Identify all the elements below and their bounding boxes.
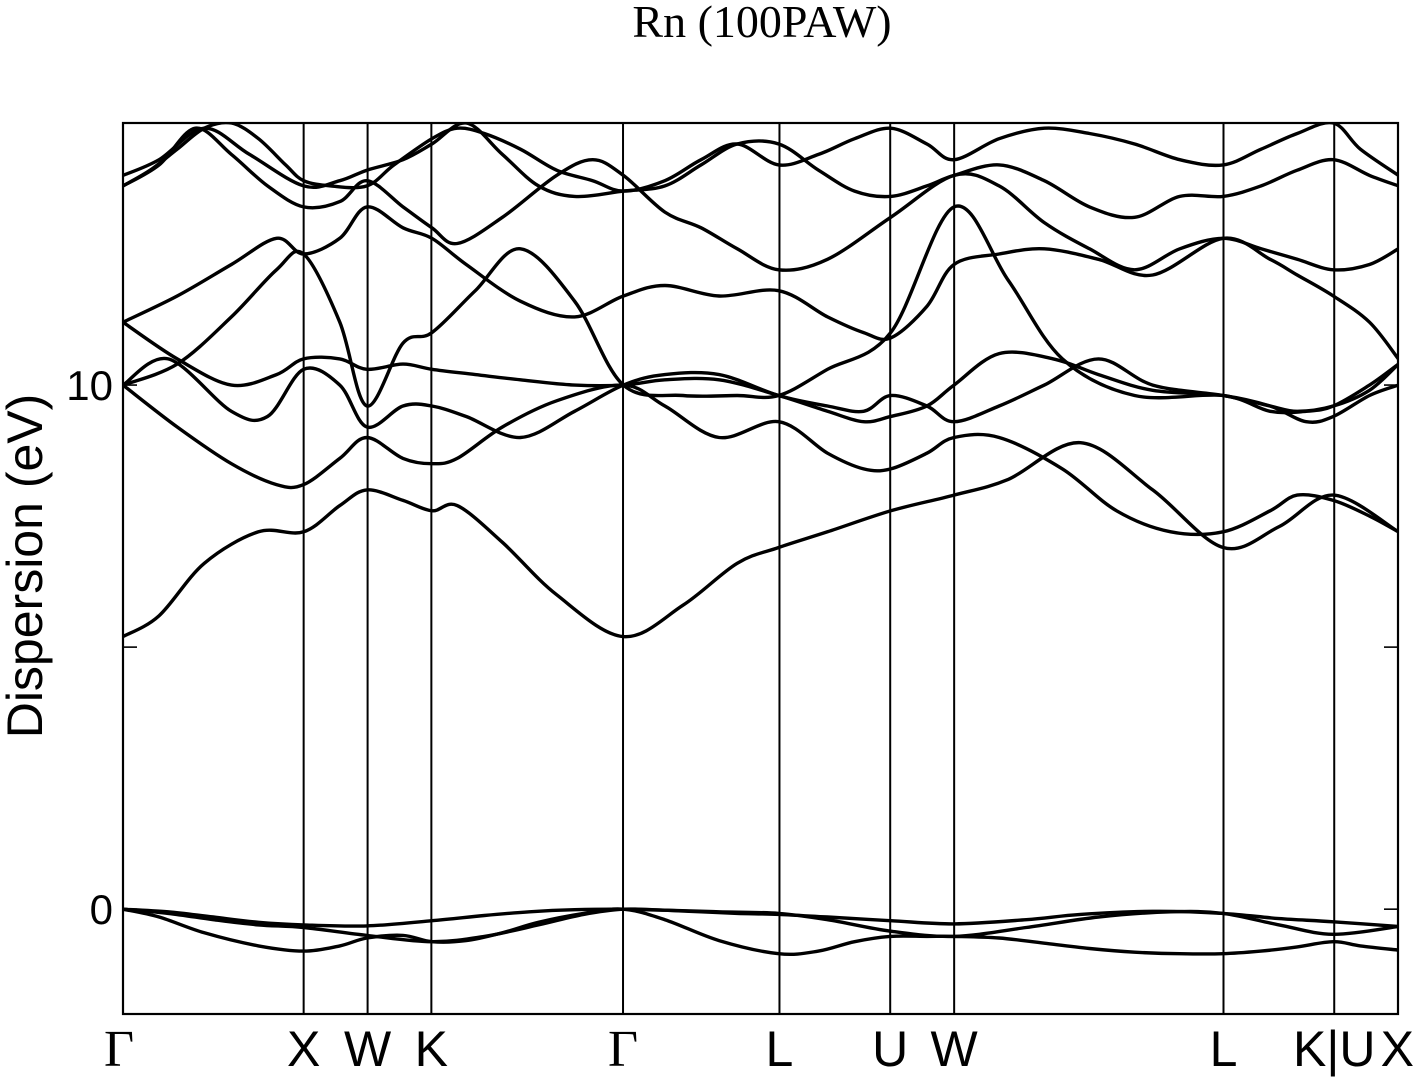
- x-tick-label: L: [766, 1021, 794, 1077]
- band-line-10: [123, 126, 1398, 272]
- x-tick-label: W: [931, 1021, 979, 1077]
- band-line-11: [123, 123, 1398, 220]
- band-line-5: [123, 383, 1398, 537]
- band-line-8: [123, 320, 1398, 424]
- x-tick-label: W: [344, 1021, 392, 1077]
- x-tick-label: Γ: [104, 1021, 134, 1078]
- x-tick-label: K: [415, 1021, 448, 1077]
- x-tick-label: K|U: [1293, 1021, 1375, 1077]
- band-line-9: [123, 205, 1398, 361]
- x-tick-label: U: [872, 1021, 908, 1077]
- band-line-3: [123, 907, 1398, 957]
- band-line-12: [123, 123, 1398, 193]
- band-lines: [123, 123, 1398, 957]
- y-tick-label: 0: [90, 886, 113, 933]
- y-axis-label: Dispersion (eV): [0, 394, 53, 739]
- x-tick-label: L: [1210, 1021, 1238, 1077]
- band-line-2: [123, 907, 1398, 944]
- x-tick-label: Γ: [608, 1021, 638, 1078]
- band-line-7: [123, 204, 1398, 415]
- y-ticks: 0 10: [66, 122, 1398, 933]
- x-tick-labels: Γ X W K Γ L U W L K|U X: [104, 1021, 1414, 1078]
- chart-title: Rn (100PAW): [632, 0, 891, 47]
- y-tick-label: 10: [66, 362, 113, 409]
- x-tick-label: X: [287, 1021, 320, 1077]
- x-tick-label: X: [1381, 1021, 1414, 1077]
- band-line-4: [123, 440, 1398, 639]
- plot-frame: [121, 121, 1400, 1016]
